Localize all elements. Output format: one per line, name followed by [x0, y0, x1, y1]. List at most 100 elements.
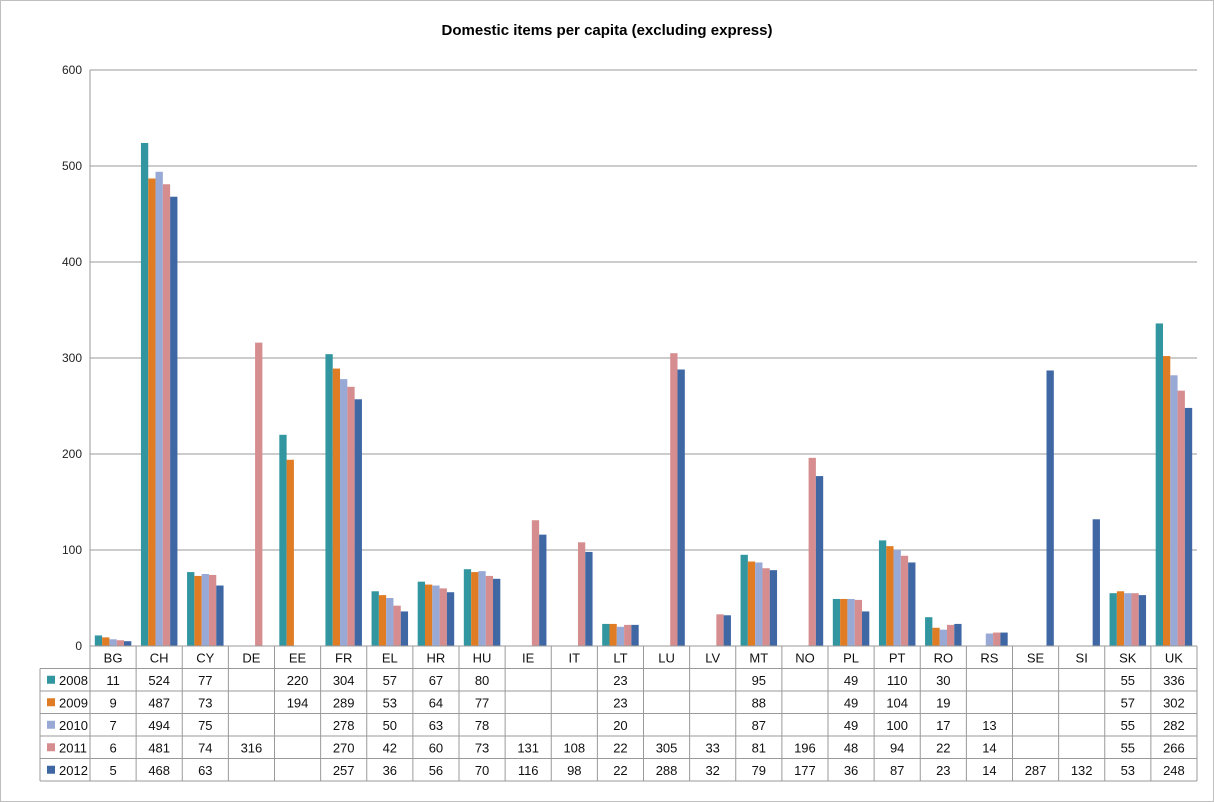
bar — [1184, 407, 1193, 646]
data-value-label: 55 — [1121, 718, 1135, 733]
bar — [624, 624, 632, 646]
data-value-label: 278 — [333, 718, 355, 733]
data-value-label: 55 — [1121, 740, 1135, 755]
bar — [393, 605, 401, 646]
bar — [954, 623, 962, 646]
data-value-label: 23 — [936, 763, 950, 778]
data-value-label: 266 — [1163, 740, 1185, 755]
data-value-label: 17 — [936, 718, 950, 733]
data-value-label: 288 — [656, 763, 678, 778]
y-tick-label: 200 — [62, 447, 82, 461]
data-value-label: 78 — [475, 718, 489, 733]
y-tick-label: 400 — [62, 255, 82, 269]
bar — [463, 569, 472, 646]
data-value-label: 282 — [1163, 718, 1185, 733]
data-value-label: 49 — [844, 718, 858, 733]
bar — [908, 562, 916, 646]
legend-swatch — [47, 765, 55, 774]
data-value-label: 494 — [148, 718, 170, 733]
data-value-label: 79 — [752, 763, 766, 778]
data-value-label: 42 — [383, 740, 397, 755]
data-value-label: 63 — [198, 763, 212, 778]
bar — [1131, 593, 1139, 646]
bar — [378, 595, 387, 646]
bar — [1046, 370, 1054, 646]
data-value-label: 9 — [109, 695, 116, 710]
legend-swatch — [47, 675, 55, 684]
bar — [170, 196, 178, 646]
bar — [939, 629, 947, 646]
data-value-label: 23 — [613, 695, 627, 710]
chart-title: Domestic items per capita (excluding exp… — [441, 22, 773, 39]
bar — [893, 550, 901, 646]
bar — [485, 575, 494, 646]
bar — [1116, 591, 1125, 646]
bar — [1138, 595, 1147, 646]
data-value-label: 87 — [752, 718, 766, 733]
category-label: HR — [427, 650, 446, 665]
data-value-label: 132 — [1071, 763, 1093, 778]
data-value-label: 316 — [241, 740, 263, 755]
data-value-label: 87 — [890, 763, 904, 778]
bar — [769, 570, 778, 646]
bar — [832, 598, 841, 646]
bar — [747, 561, 756, 646]
bar — [109, 639, 117, 646]
bar — [585, 551, 593, 646]
bar — [847, 598, 855, 646]
bar — [424, 584, 433, 646]
bar — [102, 637, 110, 646]
y-tick-label: 0 — [75, 639, 82, 653]
bar — [808, 457, 816, 646]
data-value-label: 73 — [198, 695, 212, 710]
data-value-label: 304 — [333, 673, 355, 688]
legend-label: 2010 — [59, 718, 88, 733]
bar — [417, 581, 425, 646]
data-value-label: 80 — [475, 673, 489, 688]
bar — [140, 142, 149, 646]
data-value-label: 88 — [752, 695, 766, 710]
legend-label: 2011 — [59, 740, 87, 755]
data-value-label: 32 — [705, 763, 719, 778]
data-value-label: 177 — [794, 763, 816, 778]
data-value-label: 196 — [794, 740, 816, 755]
data-value-label: 194 — [287, 695, 309, 710]
legend-swatch — [47, 743, 55, 752]
category-label: SE — [1027, 650, 1045, 665]
category-label: IE — [522, 650, 535, 665]
bar — [194, 575, 202, 646]
bar — [432, 585, 440, 646]
data-value-label: 49 — [844, 673, 858, 688]
data-value-label: 5 — [109, 763, 116, 778]
bar — [279, 434, 287, 646]
bar — [631, 624, 639, 646]
bar — [993, 632, 1001, 646]
bar — [124, 641, 132, 646]
bar — [862, 611, 870, 646]
category-label: FR — [335, 650, 352, 665]
category-label: LU — [658, 650, 675, 665]
bar — [155, 171, 163, 646]
bar — [187, 572, 195, 646]
category-label: IT — [569, 650, 581, 665]
category-label: CH — [150, 650, 169, 665]
data-value-label: 7 — [109, 718, 116, 733]
bar — [371, 591, 379, 646]
bar — [1177, 390, 1185, 646]
data-value-label: 57 — [383, 673, 397, 688]
bar — [478, 571, 486, 646]
bar — [616, 626, 625, 646]
bar — [755, 562, 763, 646]
data-value-label: 98 — [567, 763, 581, 778]
legend-swatch — [47, 698, 55, 707]
y-tick-label: 300 — [62, 351, 82, 365]
bar — [162, 184, 171, 647]
bar — [946, 624, 955, 646]
category-label: RO — [934, 650, 954, 665]
data-value-label: 116 — [518, 763, 539, 778]
y-tick-label: 100 — [62, 543, 82, 557]
bar — [201, 574, 209, 646]
category-label: RS — [980, 650, 998, 665]
bar — [854, 599, 863, 646]
